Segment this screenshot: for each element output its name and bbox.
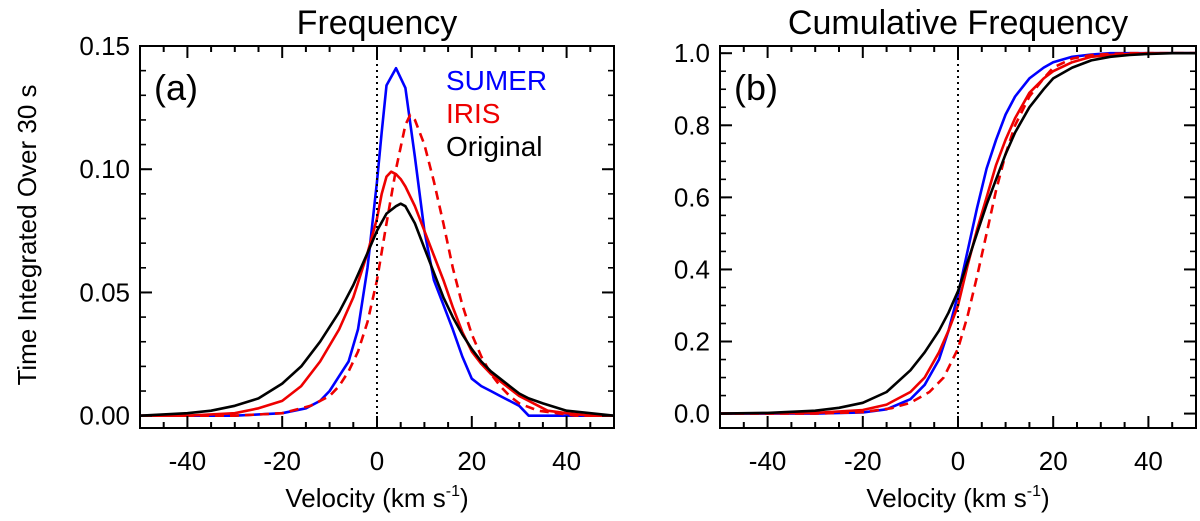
legend-entry-sumer: SUMER: [446, 65, 547, 96]
panel-b-y-tick-label: 0.4: [674, 254, 710, 284]
panel-a-series-1-line: [140, 170, 614, 417]
panel-a-y-tick-label: 0.05: [79, 277, 130, 307]
panel-b-y-tick-label: 0.2: [674, 327, 710, 357]
figure-ylabel: Time Integrated Over 30 s: [12, 84, 42, 385]
panel-a-x-tick-label: 20: [457, 446, 486, 476]
panel-b-x-tick-label: 0: [951, 446, 965, 476]
panel-a-x-tick-label: 0: [370, 446, 384, 476]
panel-b-series-0-line: [720, 51, 1196, 415]
panel-b-series-3-line: [719, 51, 1196, 415]
panel-b-y-tick-label: 0.0: [674, 399, 710, 429]
legend-entry-original: Original: [446, 131, 542, 162]
panel-b-y-tick-label: 0.6: [674, 182, 710, 212]
panel-b-xlabel: Velocity (km s-1): [866, 483, 1049, 513]
panel-a-y-tick-label: 0.10: [79, 154, 130, 184]
panel-b: Cumulative Frequency -40 -20 0 20 40 0.0 0.2 0.…: [674, 4, 1197, 513]
panel-b-series-2-line: [720, 51, 1196, 415]
panel-a-x-tick-label: -40: [169, 446, 207, 476]
panel-a-x-tick-label: -20: [263, 446, 301, 476]
legend-entry-iris: IRIS: [446, 98, 500, 129]
panel-b-x-tick-label: -20: [844, 446, 882, 476]
panel-b-panel-label: (b): [734, 67, 778, 108]
panel-b-x-tick-label: 40: [1134, 446, 1163, 476]
panel-a-plot-area: -40 -20 0 20 40 0.00 0.05 0.10 0.15 Velocity (km …: [79, 31, 615, 513]
panel-a-x-tick-label: 40: [552, 446, 581, 476]
panel-a-xlabel: Velocity (km s-1): [285, 483, 468, 513]
panel-a-y-tick-label: 0.15: [79, 31, 130, 61]
panel-b-x-tick-label: 20: [1039, 446, 1068, 476]
panel-b-y-tick-label: 1.0: [674, 38, 710, 68]
panel-a-title: Frequency: [297, 4, 458, 42]
panel-b-title: Cumulative Frequency: [788, 4, 1128, 42]
panel-b-x-tick-label: -40: [749, 446, 787, 476]
panel-a-series-0-line: [140, 66, 614, 417]
panel-b-plot-area: -40 -20 0 20 40 0.0 0.2 0.4 0.6 0.8 1.0 Velocity (k…: [674, 38, 1197, 513]
panel-a-panel-label: (a): [154, 67, 198, 108]
panel-a-series-3-line: [139, 202, 615, 417]
panel-b-series-1-line: [719, 51, 1196, 415]
panel-a-y-tick-label: 0.00: [79, 401, 130, 431]
panel-a: Frequency -40 -20 0 20 40 0.00 0.05 0.10 0.15 Vel…: [79, 4, 615, 513]
panel-b-y-tick-label: 0.8: [674, 110, 710, 140]
